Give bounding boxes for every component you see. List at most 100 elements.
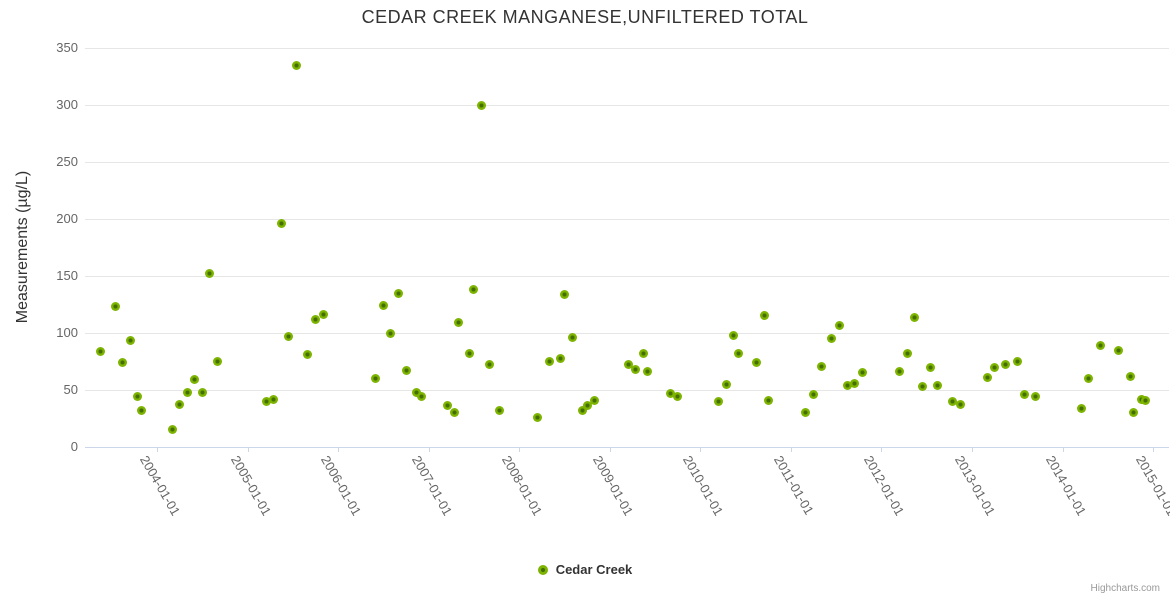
data-point[interactable] bbox=[759, 311, 769, 321]
data-point[interactable] bbox=[1084, 374, 1094, 384]
data-point[interactable] bbox=[1095, 341, 1105, 351]
data-point[interactable] bbox=[371, 374, 381, 384]
data-point[interactable] bbox=[752, 358, 762, 368]
data-point[interactable] bbox=[291, 60, 301, 70]
data-point[interactable] bbox=[110, 302, 120, 312]
data-point[interactable] bbox=[850, 378, 860, 388]
data-point[interactable] bbox=[269, 394, 279, 404]
data-point[interactable] bbox=[763, 395, 773, 405]
data-point[interactable] bbox=[495, 406, 505, 416]
data-point[interactable] bbox=[261, 396, 271, 406]
data-point[interactable] bbox=[465, 349, 475, 359]
data-point[interactable] bbox=[1020, 390, 1030, 400]
data-point[interactable] bbox=[918, 382, 928, 392]
highcharts-credits-link[interactable]: Highcharts.com bbox=[1090, 583, 1160, 594]
data-point[interactable] bbox=[412, 387, 422, 397]
data-point[interactable] bbox=[190, 375, 200, 385]
data-point[interactable] bbox=[1031, 392, 1041, 402]
data-point[interactable] bbox=[469, 285, 479, 295]
data-point[interactable] bbox=[925, 362, 935, 372]
data-point[interactable] bbox=[673, 392, 683, 402]
data-point[interactable] bbox=[857, 368, 867, 378]
data-point[interactable] bbox=[133, 392, 143, 402]
x-tick-label: 2014-01-01 bbox=[1042, 453, 1089, 519]
data-point[interactable] bbox=[386, 328, 396, 338]
data-point[interactable] bbox=[318, 310, 328, 320]
data-point[interactable] bbox=[801, 408, 811, 418]
data-point[interactable] bbox=[454, 318, 464, 328]
data-point[interactable] bbox=[578, 406, 588, 416]
data-point[interactable] bbox=[167, 425, 177, 435]
data-point[interactable] bbox=[393, 288, 403, 298]
data-point[interactable] bbox=[933, 380, 943, 390]
data-point[interactable] bbox=[982, 372, 992, 382]
data-point[interactable] bbox=[955, 400, 965, 410]
data-point[interactable] bbox=[642, 367, 652, 377]
data-point[interactable] bbox=[948, 396, 958, 406]
data-point[interactable] bbox=[559, 289, 569, 299]
data-point[interactable] bbox=[729, 330, 739, 340]
data-point[interactable] bbox=[310, 314, 320, 324]
y-tick-label: 50 bbox=[63, 382, 78, 397]
data-point[interactable] bbox=[401, 366, 411, 376]
chart-title: CEDAR CREEK MANGANESE,UNFILTERED TOTAL bbox=[361, 7, 809, 27]
data-point[interactable] bbox=[1012, 357, 1022, 366]
data-point[interactable] bbox=[555, 353, 565, 363]
legend-item-cedar-creek[interactable]: Cedar Creek bbox=[0, 562, 1170, 577]
data-point[interactable] bbox=[95, 346, 105, 356]
x-tick-label: 2007-01-01 bbox=[408, 453, 455, 519]
x-tick-mark bbox=[519, 447, 521, 452]
data-point[interactable] bbox=[533, 412, 543, 422]
legend-label: Cedar Creek bbox=[555, 562, 633, 577]
data-point[interactable] bbox=[118, 358, 128, 368]
x-tick-mark bbox=[790, 447, 792, 452]
data-point[interactable] bbox=[1076, 403, 1086, 413]
x-tick-mark bbox=[428, 447, 430, 452]
y-gridline bbox=[85, 332, 1169, 334]
data-point[interactable] bbox=[631, 364, 641, 374]
data-point[interactable] bbox=[1129, 408, 1139, 418]
data-point[interactable] bbox=[303, 350, 313, 360]
data-point[interactable] bbox=[212, 357, 222, 366]
data-point[interactable] bbox=[638, 349, 648, 359]
data-point[interactable] bbox=[205, 269, 215, 279]
data-point[interactable] bbox=[276, 219, 286, 229]
data-point[interactable] bbox=[816, 361, 826, 371]
data-point[interactable] bbox=[842, 380, 852, 390]
data-point[interactable] bbox=[284, 331, 294, 341]
x-tick-label: 2005-01-01 bbox=[227, 453, 274, 519]
data-point[interactable] bbox=[476, 100, 486, 110]
plot-area bbox=[85, 47, 1169, 452]
data-point[interactable] bbox=[1141, 395, 1151, 405]
data-point[interactable] bbox=[175, 400, 185, 410]
data-point[interactable] bbox=[197, 387, 207, 397]
data-point[interactable] bbox=[733, 349, 743, 359]
data-point[interactable] bbox=[416, 392, 426, 402]
data-point[interactable] bbox=[182, 387, 192, 397]
data-point[interactable] bbox=[544, 357, 554, 366]
data-point[interactable] bbox=[1125, 371, 1135, 381]
data-point[interactable] bbox=[895, 367, 905, 377]
data-point[interactable] bbox=[582, 401, 592, 411]
data-point[interactable] bbox=[714, 396, 724, 406]
data-point[interactable] bbox=[1114, 345, 1124, 355]
data-point[interactable] bbox=[590, 395, 600, 405]
x-tick-label: 2009-01-01 bbox=[589, 453, 636, 519]
data-point[interactable] bbox=[450, 408, 460, 418]
data-point[interactable] bbox=[378, 301, 388, 311]
data-point[interactable] bbox=[902, 349, 912, 359]
data-point[interactable] bbox=[665, 388, 675, 398]
data-point[interactable] bbox=[1001, 360, 1011, 370]
data-point[interactable] bbox=[721, 379, 731, 389]
data-point[interactable] bbox=[808, 390, 818, 400]
data-point[interactable] bbox=[125, 336, 135, 346]
data-point[interactable] bbox=[484, 360, 494, 370]
data-point[interactable] bbox=[990, 362, 1000, 372]
data-point[interactable] bbox=[623, 360, 633, 370]
data-point[interactable] bbox=[835, 320, 845, 330]
data-point[interactable] bbox=[910, 312, 920, 322]
data-point[interactable] bbox=[137, 406, 147, 416]
data-point[interactable] bbox=[567, 333, 577, 343]
data-point[interactable] bbox=[827, 334, 837, 344]
data-point[interactable] bbox=[442, 401, 452, 411]
